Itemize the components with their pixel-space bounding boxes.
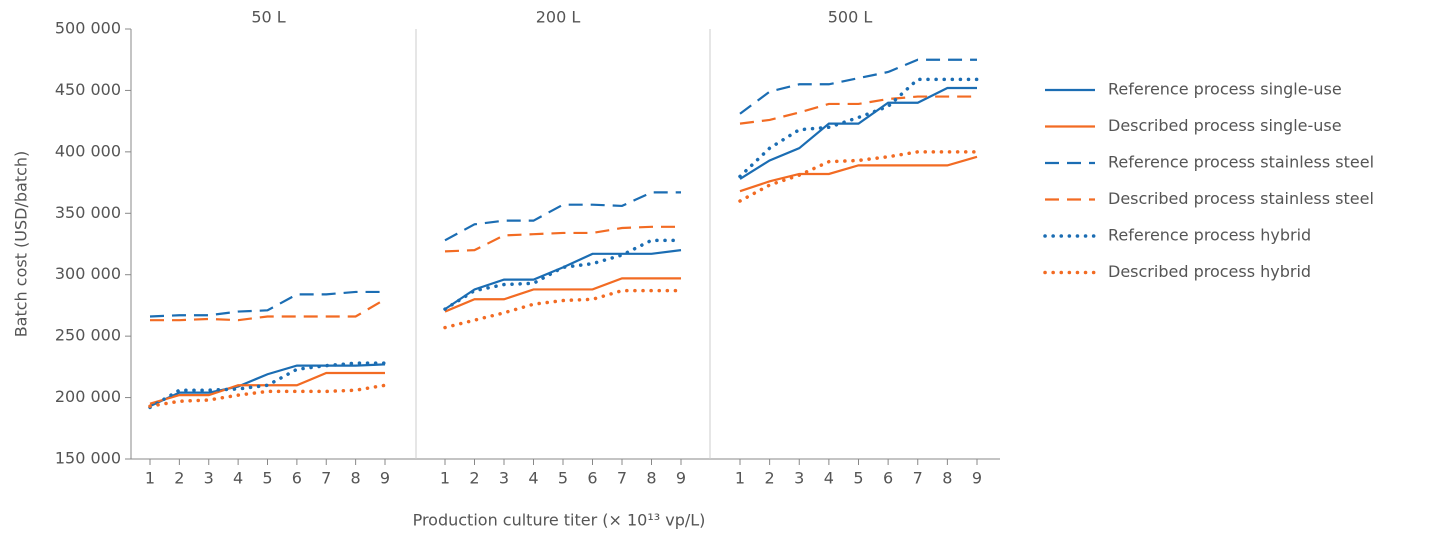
x-tick-label: 5 (853, 469, 863, 488)
x-axis-label: Production culture titer (× 10¹³ vp/L) (413, 511, 706, 530)
series-line (443, 288, 683, 330)
panel-title: 200 L (536, 8, 581, 27)
series-line (444, 277, 681, 313)
series-line (444, 225, 681, 253)
legend-label: Reference process hybrid (1108, 226, 1311, 245)
series-line (149, 363, 386, 408)
x-tick-label: 9 (380, 469, 390, 488)
x-tick-label: 2 (765, 469, 775, 488)
series-line (149, 290, 385, 318)
y-tick-label: 200 000 (55, 387, 121, 406)
series-line (739, 95, 977, 125)
x-tick-label: 3 (499, 469, 509, 488)
y-axis-label: Batch cost (USD/batch) (12, 151, 31, 338)
x-tick-label: 2 (469, 469, 479, 488)
x-tick-label: 1 (145, 469, 155, 488)
y-tick-label: 250 000 (55, 326, 121, 345)
legend-label: Reference process single-use (1108, 80, 1342, 99)
series-line (148, 383, 387, 408)
x-tick-label: 7 (617, 469, 627, 488)
legend-label: Described process single-use (1108, 116, 1342, 135)
y-tick-label: 350 000 (55, 203, 121, 222)
series-line (739, 155, 978, 193)
x-tick-label: 3 (794, 469, 804, 488)
legend-label: Described process hybrid (1108, 262, 1311, 281)
panel-title: 50 L (251, 8, 285, 27)
x-tick-label: 9 (972, 469, 982, 488)
x-tick-label: 8 (646, 469, 656, 488)
x-tick-label: 6 (883, 469, 893, 488)
y-tick-label: 400 000 (55, 141, 121, 160)
series-line (149, 371, 385, 405)
x-tick-label: 7 (321, 469, 331, 488)
series-line (738, 77, 979, 179)
x-tick-label: 4 (528, 469, 538, 488)
series-line (443, 238, 683, 311)
x-tick-label: 2 (174, 469, 184, 488)
x-tick-label: 7 (913, 469, 923, 488)
y-tick-label: 450 000 (55, 80, 121, 99)
legend-label: Reference process stainless steel (1108, 153, 1374, 172)
y-tick-label: 150 000 (55, 449, 121, 468)
series-line (150, 298, 386, 322)
x-tick-label: 6 (292, 469, 302, 488)
series-line (738, 150, 979, 203)
series-line (148, 361, 387, 410)
y-tick-label: 500 000 (55, 19, 121, 38)
x-tick-label: 8 (351, 469, 361, 488)
x-tick-label: 5 (262, 469, 272, 488)
x-tick-label: 1 (440, 469, 450, 488)
panel-title: 500 L (828, 8, 873, 27)
x-tick-label: 6 (587, 469, 597, 488)
x-tick-label: 3 (204, 469, 214, 488)
x-tick-label: 8 (942, 469, 952, 488)
legend-label: Described process stainless steel (1108, 189, 1374, 208)
x-tick-label: 5 (558, 469, 568, 488)
series-line (739, 58, 977, 115)
x-tick-label: 4 (824, 469, 834, 488)
x-tick-label: 9 (676, 469, 686, 488)
series-line (444, 191, 681, 242)
y-tick-label: 300 000 (55, 264, 121, 283)
x-tick-label: 4 (233, 469, 243, 488)
x-tick-label: 1 (735, 469, 745, 488)
series-line (739, 86, 977, 180)
